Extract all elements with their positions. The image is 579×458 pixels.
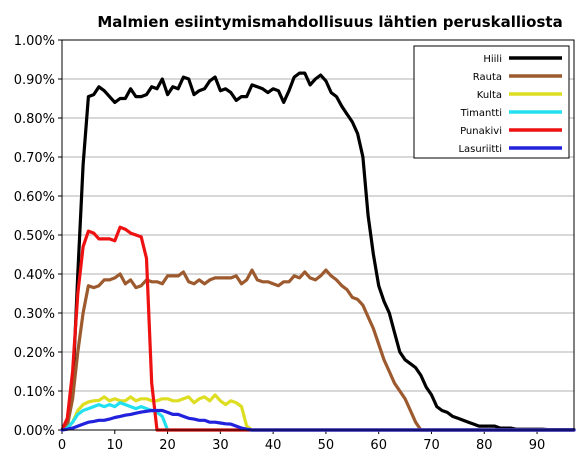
y-tick-label: 0.20%: [14, 346, 55, 361]
legend-label: Lasuriitti: [458, 144, 502, 155]
legend-label: Hiili: [483, 54, 502, 65]
x-tick-label: 90: [529, 438, 546, 453]
series-line-kulta: [60, 393, 576, 432]
x-tick-label: 20: [159, 438, 176, 453]
series-line-rauta: [60, 268, 576, 432]
x-tick-label: 80: [476, 438, 493, 453]
y-tick-label: 0.00%: [14, 424, 55, 439]
y-axis-ticks: 0.00% 0.10% 0.20% 0.30% 0.40% 0.50% 0.60% 0.70%…: [14, 34, 62, 439]
y-tick-label: 0.90%: [14, 73, 55, 88]
y-tick-label: 0.30%: [14, 307, 55, 322]
legend: Hiili Rauta Kulta Timantti Punakivi Lasuriitt…: [413, 45, 570, 159]
legend-label: Punakivi: [460, 126, 502, 137]
legend-label: Timantti: [460, 108, 502, 119]
x-tick-label: 30: [212, 438, 229, 453]
y-tick-label: 0.60%: [14, 190, 55, 205]
x-tick-label: 0: [58, 438, 66, 453]
legend-label: Rauta: [473, 72, 502, 83]
x-tick-label: 10: [107, 438, 124, 453]
series-lines: [60, 71, 576, 432]
y-tick-label: 0.80%: [14, 112, 55, 127]
y-tick-label: 1.00%: [14, 34, 55, 49]
legend-label: Kulta: [477, 90, 502, 101]
y-tick-label: 0.50%: [14, 229, 55, 244]
y-tick-label: 0.10%: [14, 385, 55, 400]
x-tick-label: 40: [265, 438, 282, 453]
series-line-lasuriitti: [60, 408, 576, 432]
chart-title: Malmien esiintymismahdollisuus lähtien p…: [97, 13, 562, 31]
x-tick-label: 50: [318, 438, 335, 453]
x-axis-ticks: 0 10 20 30 40 50 60 70 80 90: [58, 430, 545, 453]
legend-box: [413, 45, 570, 159]
x-tick-label: 60: [370, 438, 387, 453]
series-line-punakivi: [60, 225, 576, 432]
plot-frame: [61, 39, 575, 431]
series-line-hiili: [60, 71, 576, 432]
y-tick-label: 0.70%: [14, 151, 55, 166]
x-tick-label: 70: [423, 438, 440, 453]
y-tick-label: 0.40%: [14, 268, 55, 283]
